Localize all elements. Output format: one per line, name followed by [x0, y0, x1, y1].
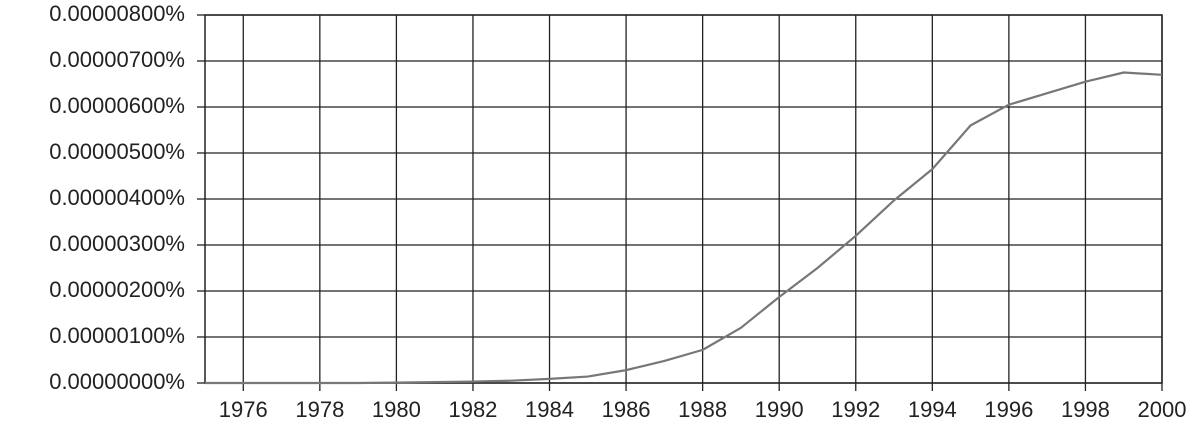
x-tick-label: 1990 [755, 397, 804, 422]
line [205, 71, 1163, 385]
x-tick-label: 2000 [1138, 397, 1187, 422]
x-tick-label: 1992 [831, 397, 880, 422]
x-tick-label: 1996 [984, 397, 1033, 422]
y-tick-label: 0.00000300% [49, 231, 185, 256]
x-tick-label: 1980 [372, 397, 421, 422]
x-tick-label: 1976 [219, 397, 268, 422]
x-tick-label: 1994 [908, 397, 957, 422]
y-tick-label: 0.00000000% [49, 369, 185, 394]
x-tick-label: 1988 [678, 397, 727, 422]
x-tick-label: 1984 [525, 397, 574, 422]
y-tick-label: 0.00000200% [49, 277, 185, 302]
y-tick-label: 0.00000600% [49, 93, 185, 118]
x-tick-label: 1978 [295, 397, 344, 422]
y-tick-label: 0.00000800% [49, 1, 185, 26]
y-tick-label: 0.00000500% [49, 139, 185, 164]
y-tick-label: 0.00000700% [49, 47, 185, 72]
y-tick-label: 0.00000400% [49, 185, 185, 210]
x-tick-label: 1998 [1061, 397, 1110, 422]
x-tick-label: 1982 [448, 397, 497, 422]
y-tick-label: 0.00000100% [49, 323, 185, 348]
x-tick-label: 1986 [602, 397, 651, 422]
